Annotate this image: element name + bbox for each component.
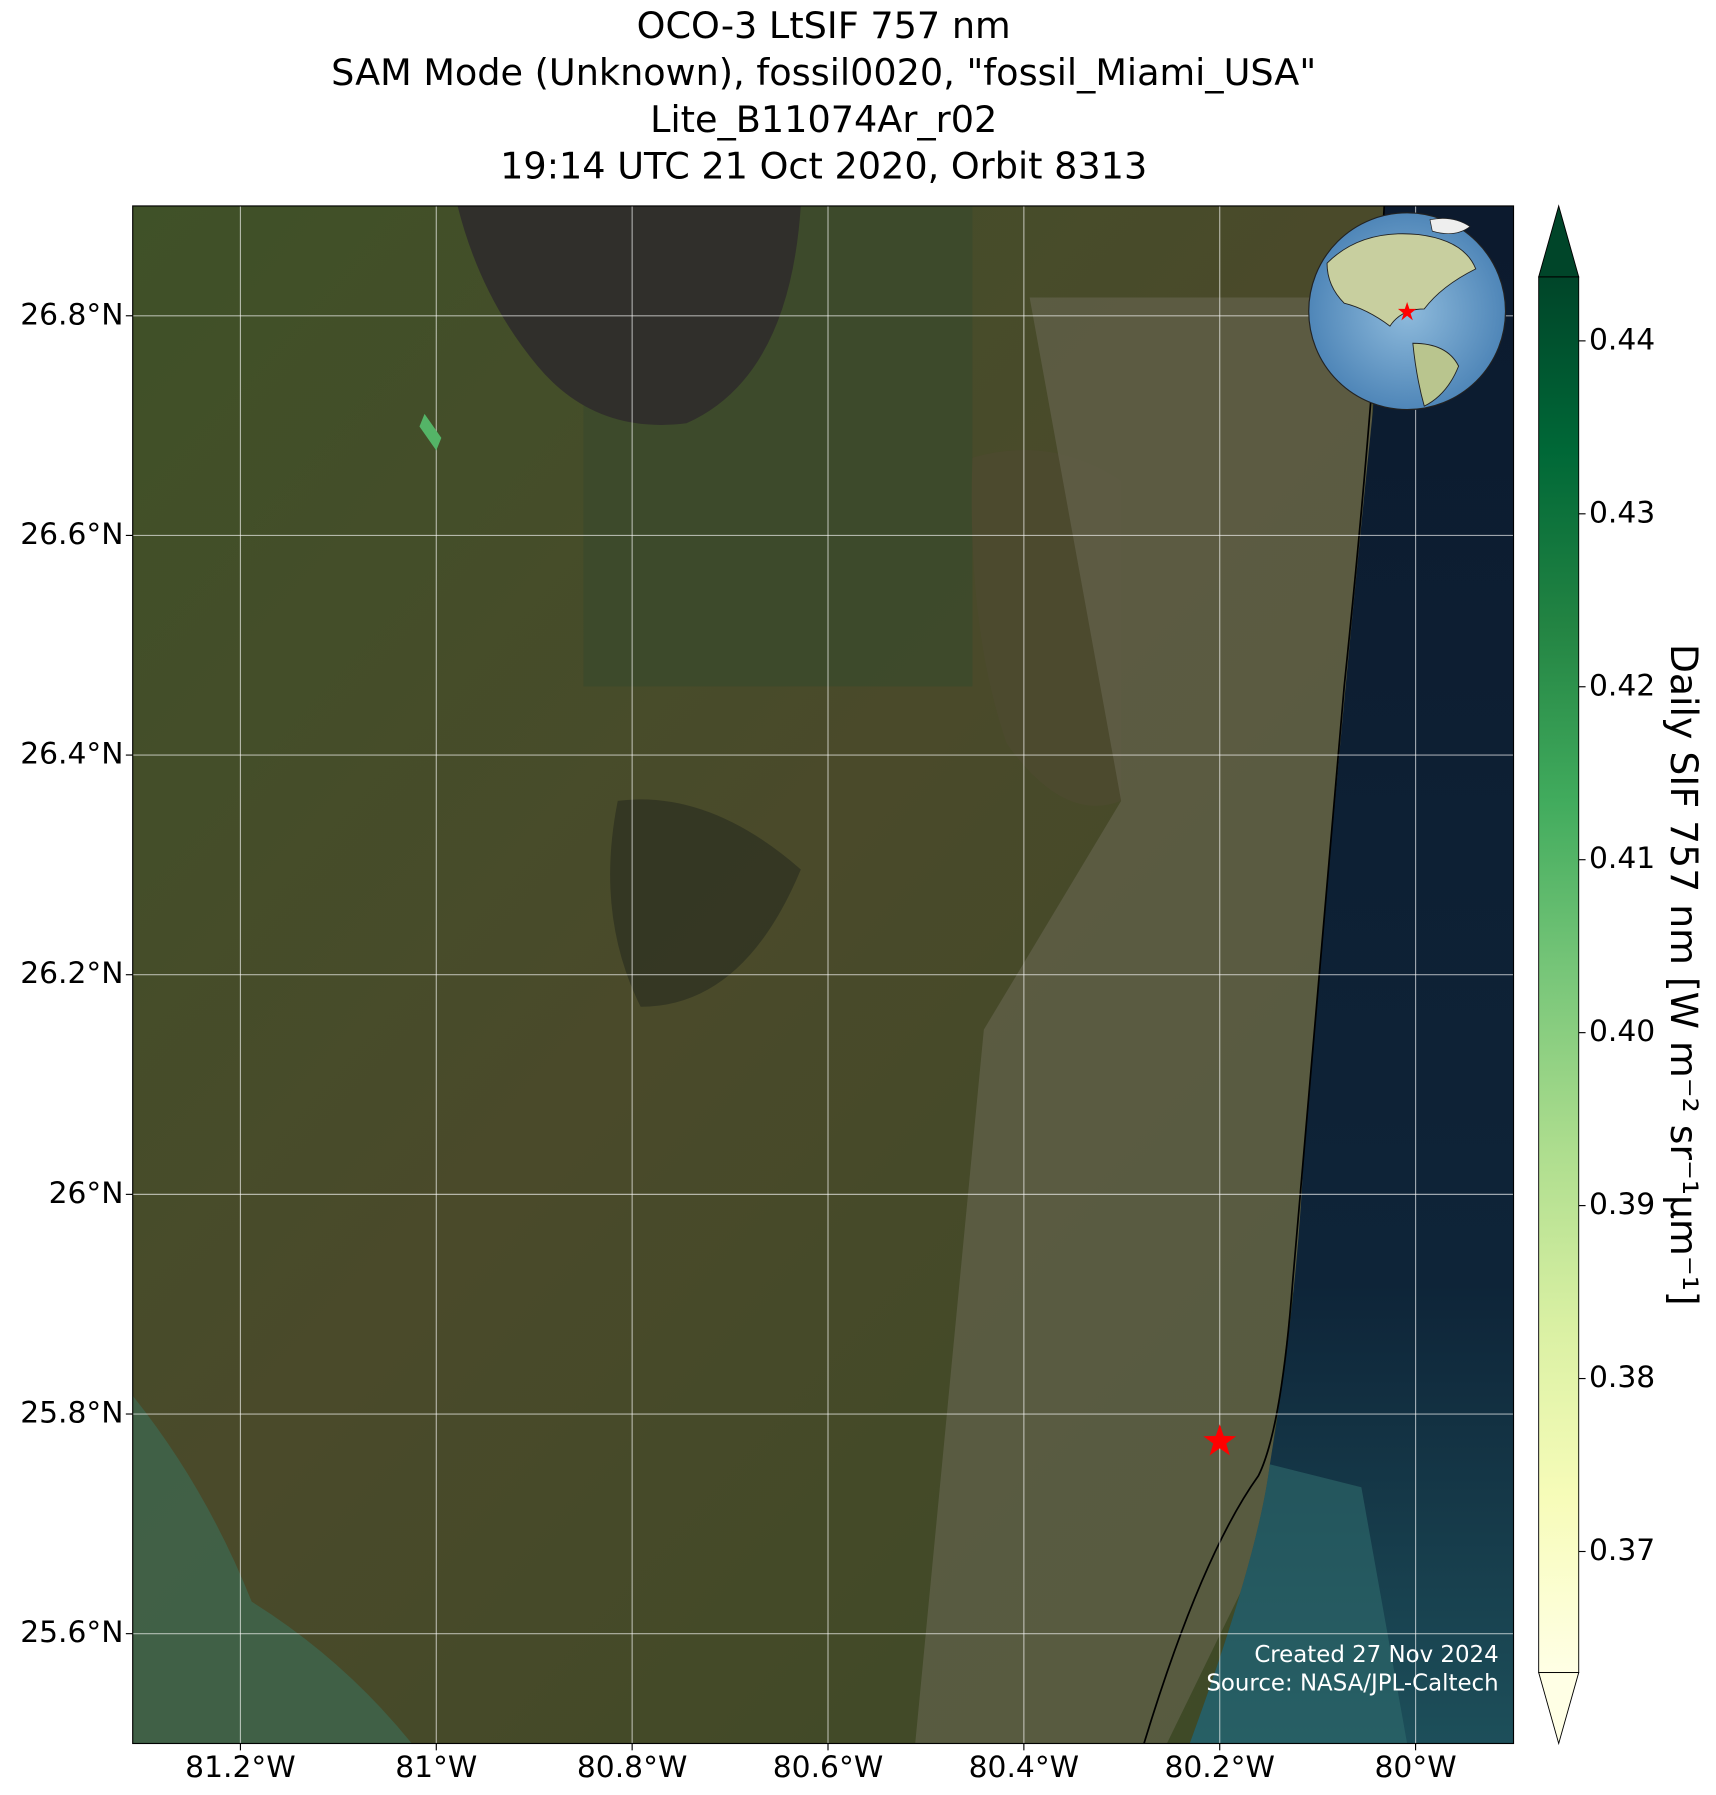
colorbar-label: Daily SIF 757 nm [W m⁻² sr⁻¹μm⁻¹]	[1662, 644, 1706, 1306]
colorbar-scale	[1538, 276, 1579, 1673]
map-frame	[132, 205, 1515, 1745]
y-tick-label: 26.6°N	[20, 517, 123, 552]
title-line: SAM Mode (Unknown), fossil0020, "fossil_…	[331, 51, 1316, 94]
sounding	[419, 413, 442, 451]
colorbar-extend-min	[1538, 1672, 1580, 1746]
y-tick-label: 25.6°N	[20, 1615, 123, 1650]
locator-globe	[1308, 212, 1507, 411]
colorbar-tick-label: 0.40	[1589, 1014, 1655, 1049]
colorbar-tick-label: 0.44	[1589, 322, 1655, 357]
y-tick-label: 25.8°N	[20, 1396, 123, 1431]
y-tick-label: 26°N	[49, 1176, 124, 1211]
colorbar-tick-label: 0.41	[1589, 841, 1655, 876]
colorbar-tick-label: 0.43	[1589, 495, 1655, 530]
x-tick-label: 80.2°W	[1164, 1750, 1274, 1785]
target-star	[1203, 1424, 1237, 1456]
x-tick-label: 80.6°W	[773, 1750, 883, 1785]
title-line: 19:14 UTC 21 Oct 2020, Orbit 8313	[500, 145, 1147, 188]
credit-line: Source: NASA/JPL-Caltech	[1206, 1670, 1498, 1696]
colorbar-extend-max	[1538, 204, 1580, 278]
colorbar: 0.37 0.38 0.39 0.40 0.41 0.42 0.43 0.44 Daily SI…	[1538, 204, 1706, 1746]
x-tick-label: 81°W	[395, 1750, 477, 1785]
colorbar-frame	[1538, 276, 1580, 1674]
x-tick-label: 80.8°W	[577, 1750, 687, 1785]
colorbar-tick-label: 0.37	[1589, 1533, 1655, 1568]
grid	[125, 205, 1514, 1751]
x-tick-label: 80.4°W	[969, 1750, 1079, 1785]
colorbar-tick-label: 0.39	[1589, 1187, 1655, 1222]
x-tick-label: 81.2°W	[185, 1750, 295, 1785]
title-line: OCO-3 LtSIF 757 nm	[637, 4, 1011, 47]
credit-line: Created 27 Nov 2024	[1254, 1642, 1498, 1668]
y-tick-label: 26.8°N	[20, 297, 123, 332]
data-marks	[419, 413, 1237, 1456]
y-tick-label: 26.2°N	[20, 956, 123, 991]
y-tick-label: 26.4°N	[20, 737, 123, 772]
x-tick-label: 80°W	[1375, 1750, 1457, 1785]
colorbar-tick-label: 0.38	[1589, 1360, 1655, 1395]
colorbar-tick-label: 0.42	[1589, 668, 1655, 703]
title-line: Lite_B11074Ar_r02	[650, 98, 997, 141]
